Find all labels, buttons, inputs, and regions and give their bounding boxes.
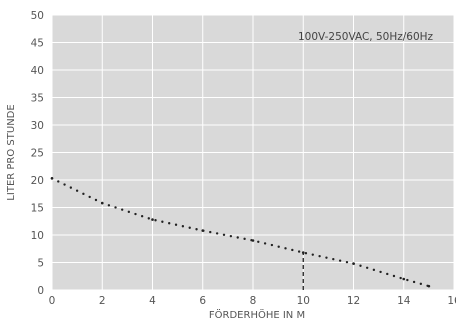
y-tick-label: 50: [31, 10, 44, 22]
x-tick-label: 12: [347, 295, 360, 307]
data-point: [100, 201, 104, 205]
data-point: [50, 177, 54, 180]
data-point: [427, 284, 431, 288]
y-tick-label: 35: [31, 93, 44, 105]
data-point: [301, 251, 305, 254]
y-tick-label: 15: [31, 203, 44, 215]
x-tick-label: 16: [447, 295, 456, 307]
data-point: [402, 277, 406, 281]
y-tick-label: 20: [31, 175, 44, 187]
series-line: [50, 177, 431, 288]
x-tick-label: 10: [297, 295, 310, 307]
x-tick-label: 6: [199, 295, 206, 307]
x-tick-label: 8: [250, 295, 257, 307]
data-point: [201, 229, 205, 232]
y-tick-label: 40: [31, 65, 44, 77]
x-tick-label: 4: [149, 295, 156, 307]
data-point: [352, 262, 355, 265]
tick-labels: 0 2 4 6 8 10 12 14 16 0 5 10 15 20 25 30 35 40 45 50: [31, 10, 456, 307]
grid: [51, 14, 455, 291]
y-tick-label: 45: [31, 38, 44, 50]
x-tick-label: 2: [99, 295, 106, 307]
y-tick-label: 0: [37, 285, 44, 297]
data-point: [251, 239, 255, 242]
y-tick-label: 5: [37, 258, 44, 270]
x-tick-label: 0: [49, 295, 56, 307]
y-axis-label: LITER PRO STUNDE: [6, 104, 17, 200]
y-tick-label: 30: [31, 120, 44, 132]
y-tick-label: 10: [31, 230, 44, 242]
y-tick-label: 25: [31, 148, 44, 160]
series-group: [50, 177, 431, 288]
x-axis-label: FÖRDERHÖHE IN M: [209, 308, 305, 321]
data-point: [151, 218, 154, 221]
voltage-annotation: 100V-250VAC, 50Hz/60Hz: [298, 31, 434, 43]
x-tick-label: 14: [397, 295, 411, 307]
